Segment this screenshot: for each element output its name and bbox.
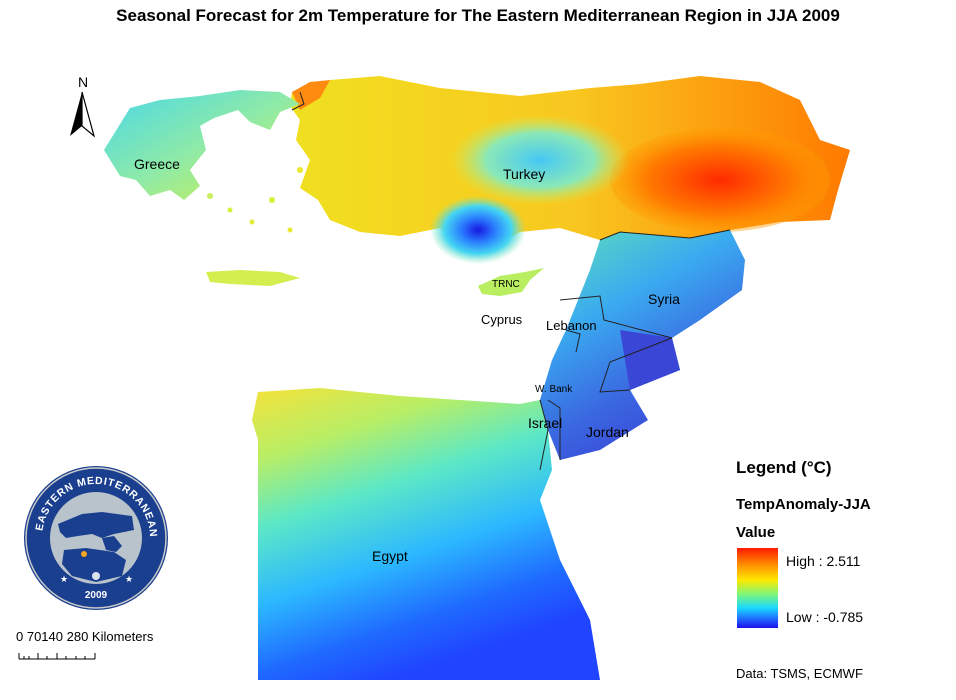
logo-year: 2009 xyxy=(85,590,108,601)
svg-text:★: ★ xyxy=(125,574,133,584)
greece-region xyxy=(104,90,303,286)
label-syria: Syria xyxy=(648,291,680,307)
legend-low-label: Low : -0.785 xyxy=(786,609,864,625)
label-greece: Greece xyxy=(134,156,180,172)
legend-color-ramp xyxy=(737,548,778,628)
label-lebanon: Lebanon xyxy=(546,318,597,333)
north-label: N xyxy=(78,74,89,90)
map-title: Seasonal Forecast for 2m Temperature for… xyxy=(116,6,840,25)
label-west-bank: W. Bank xyxy=(535,384,573,395)
legend-title: Legend (°C) xyxy=(736,458,832,477)
scale-bar xyxy=(18,653,96,660)
country-borders xyxy=(291,91,731,471)
data-source: Data: TSMS, ECMWF xyxy=(736,666,863,681)
label-jordan: Jordan xyxy=(586,424,629,440)
legend-layer-name: TempAnomaly-JJA xyxy=(736,496,871,513)
turkey-region xyxy=(290,76,850,264)
legend-field-name: Value xyxy=(736,524,776,541)
north-arrow-icon xyxy=(70,91,96,138)
legend-high-label: High : 2.511 xyxy=(786,553,861,569)
cyprus-region xyxy=(478,268,544,296)
svg-text:★: ★ xyxy=(60,574,68,584)
egypt-region xyxy=(252,388,600,680)
scale-bar-label: 0 70140 280 Kilometers xyxy=(16,629,154,644)
levant-region xyxy=(540,230,745,460)
label-cyprus: Cyprus xyxy=(481,312,523,327)
emcc-logo: EASTERN MEDITERRANEAN CLIMATE CENTRE ★ ★… xyxy=(22,464,168,610)
label-turkey: Turkey xyxy=(503,166,546,182)
label-egypt: Egypt xyxy=(372,548,408,564)
label-israel: Israel xyxy=(528,415,563,431)
label-trnc: TRNC xyxy=(492,279,520,290)
